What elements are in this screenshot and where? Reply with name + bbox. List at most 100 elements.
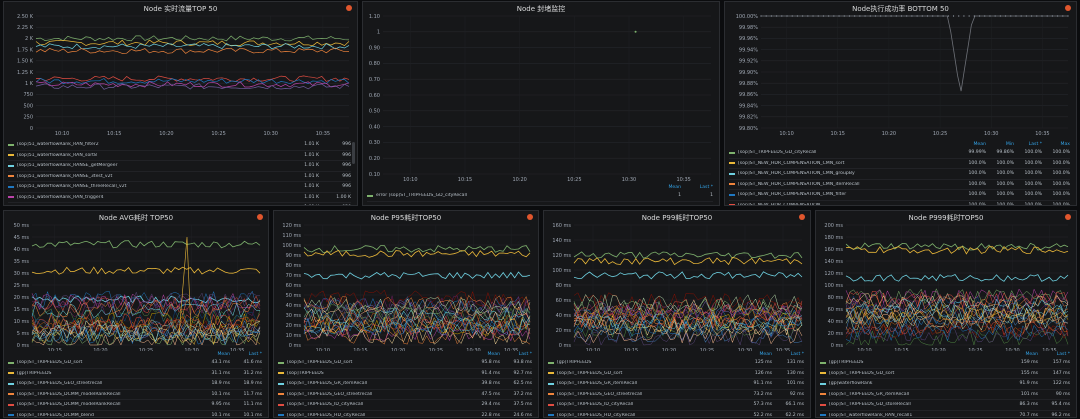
series-line[interactable] bbox=[845, 302, 1069, 321]
series-line[interactable] bbox=[573, 314, 803, 332]
series-line[interactable] bbox=[573, 305, 803, 324]
info-icon[interactable] bbox=[527, 214, 533, 220]
legend-item[interactable]: [gp]TRIPFEEDS 159 ms 157 ms bbox=[820, 358, 1070, 369]
legend-item[interactable]: [sop]51_waterflowRank_RAN_sort8 1.01 K 996 bbox=[8, 151, 351, 161]
panel-realtime-traffic[interactable]: Node 实时流量TOP 50 2.50 K 2.25 K 2 K 1.75 K 1.5… bbox=[3, 1, 358, 206]
series-line[interactable] bbox=[31, 240, 261, 249]
series-line[interactable] bbox=[31, 329, 261, 346]
legend-item[interactable]: [sop]ST_waterflowRank_RAN_recall1 70.7 ms… bbox=[820, 411, 1070, 417]
series-line[interactable] bbox=[573, 257, 803, 266]
series-line[interactable] bbox=[303, 327, 531, 345]
legend-scrollbar[interactable] bbox=[352, 142, 355, 164]
legend-item[interactable]: [sop]ST_NEW_HDR_COMPENSATION_CMN_itemRec… bbox=[729, 180, 1070, 190]
legend-item[interactable]: [sop]ST_TRIPFEEDS_GR_itemRecall 101 ms 90 … bbox=[820, 390, 1070, 400]
legend-item[interactable]: [sop]51_waterflowRank_RAN_filter2 1.01 K 9… bbox=[8, 140, 351, 151]
series-line[interactable] bbox=[845, 307, 1069, 326]
series-line[interactable] bbox=[303, 289, 531, 307]
legend-column-header[interactable]: Last * bbox=[1056, 351, 1070, 357]
info-icon[interactable] bbox=[257, 214, 263, 220]
panel-p95-latency[interactable]: Node P95耗时TOP50 120 ms 110 ms 100 ms 90 ms 8… bbox=[273, 210, 539, 418]
legend-item[interactable]: [sop]ST_NEW_HDR_COMPENSATION 100.0% 100.0%… bbox=[729, 201, 1070, 205]
series-line[interactable] bbox=[845, 320, 1069, 337]
legend-item[interactable]: [sop]ST_TRIPFEEDS_ID_cityRecall 57.3 ms 66… bbox=[548, 400, 804, 411]
series-line[interactable] bbox=[573, 305, 803, 324]
legend-item[interactable]: [sop]ST_TRIPFEEDS_GD_sort 95.8 ms 93.8 ms bbox=[278, 358, 532, 369]
legend-item[interactable]: [sop]ST_TRIPFEEDS_GD_storeRecall 86.3 ms 9… bbox=[820, 400, 1070, 411]
series-line[interactable] bbox=[31, 324, 261, 342]
series-line[interactable] bbox=[573, 271, 803, 280]
series-line[interactable] bbox=[573, 292, 803, 310]
legend-item[interactable]: [sop]ST_TRIPFEEDS_GEO_streetrecall 47.5 m… bbox=[278, 390, 532, 400]
series-line[interactable] bbox=[573, 312, 803, 331]
series-line[interactable] bbox=[573, 318, 803, 336]
series-line[interactable] bbox=[573, 311, 803, 329]
series-line[interactable] bbox=[845, 321, 1069, 339]
line-chart[interactable]: 200 ms 180 ms 160 ms 140 ms 120 ms 100 ms 80 m… bbox=[816, 211, 1077, 351]
series-line[interactable] bbox=[31, 324, 261, 343]
series-line[interactable] bbox=[31, 307, 261, 326]
series-line[interactable] bbox=[761, 15, 1068, 92]
legend-item[interactable]: [sop]ST_TRIPFEEDS_GR_itemRecall 91.1 ms 10… bbox=[548, 379, 804, 390]
legend-item[interactable]: [sop]ST_TRIPFEEDS_GD_sort 155 ms 147 ms bbox=[820, 369, 1070, 379]
legend-column-header[interactable]: Mean bbox=[668, 184, 681, 190]
legend-column-header[interactable]: Last * bbox=[699, 184, 713, 190]
series-line[interactable] bbox=[845, 306, 1069, 324]
series-line[interactable] bbox=[31, 319, 261, 337]
series-line[interactable] bbox=[31, 327, 261, 346]
series-line[interactable] bbox=[303, 318, 531, 336]
legend-item[interactable]: [sop]ST_TRIPFEEDS_HD_cityRecall 22.8 ms 24… bbox=[278, 411, 532, 417]
series-line[interactable] bbox=[303, 245, 531, 253]
legend-item[interactable]: [sop]51_waterflowRank_RAN_trigger4 1.01 K… bbox=[8, 193, 351, 203]
legend-item[interactable]: [sop]ST_NEW_HDR_COMPENSATION_CMN_sort 100… bbox=[729, 159, 1070, 169]
line-chart[interactable]: 50 ms 45 ms 40 ms 35 ms 30 ms 25 ms 20 ms 15 ms… bbox=[4, 211, 269, 351]
series-line[interactable] bbox=[31, 327, 261, 346]
legend-item[interactable]: [sop]ST_TRIPFEEDS_HD_cityRecall 52.2 ms 62… bbox=[548, 411, 804, 417]
legend-item[interactable]: [sop]TRIPFEEDS 91.4 ms 92.7 ms bbox=[278, 369, 532, 379]
series-line[interactable] bbox=[35, 80, 350, 88]
legend-column-header[interactable]: Last * bbox=[790, 351, 804, 357]
legend-column-header[interactable]: Mean bbox=[217, 351, 230, 357]
panel-block-monitor[interactable]: Node 封堵监控 1.10 1 0.90 0.80 0.70 0.60 0.50 0.40 0… bbox=[362, 1, 720, 206]
info-icon[interactable] bbox=[346, 5, 352, 11]
legend-column-header[interactable]: Min bbox=[1005, 141, 1014, 147]
legend-column-header[interactable]: Last * bbox=[248, 351, 262, 357]
series-line[interactable] bbox=[845, 325, 1069, 343]
series-line[interactable] bbox=[35, 77, 350, 85]
series-line[interactable] bbox=[845, 242, 1069, 251]
series-line[interactable] bbox=[303, 310, 531, 327]
legend-item[interactable]: [sop]ST_TRIPFEEDS_GR_itemRecall 39.8 ms 62… bbox=[278, 379, 532, 390]
legend-item[interactable]: [sop]51_waterflowRank_RANSE_threeRecall_… bbox=[8, 182, 351, 193]
series-line[interactable] bbox=[573, 321, 803, 340]
legend-item[interactable]: [sop]ST_TRIPFEEDS_GEO_streetrecall 73.2 m… bbox=[548, 390, 804, 400]
series-line[interactable] bbox=[845, 296, 1069, 315]
legend-column-header[interactable]: Mean bbox=[759, 351, 772, 357]
panel-success-rate[interactable]: Node执行成功率 BOTTOM 50 100.00% 99.98% 99.96% 9… bbox=[724, 1, 1077, 206]
series-line[interactable] bbox=[35, 83, 350, 90]
legend-column-header[interactable]: Max bbox=[1060, 141, 1071, 147]
series-line[interactable] bbox=[845, 274, 1069, 282]
data-point[interactable] bbox=[634, 30, 637, 33]
legend-item[interactable]: [sop]ST_TRIPFEEDS_GD_sort 43.1 ms 41.6 ms bbox=[8, 358, 262, 369]
series-line[interactable] bbox=[31, 300, 261, 318]
line-chart[interactable]: 1.10 1 0.90 0.80 0.70 0.60 0.50 0.40 0.30 0.20 0.1… bbox=[363, 2, 720, 187]
series-line[interactable] bbox=[303, 305, 531, 323]
series-line[interactable] bbox=[303, 307, 531, 324]
series-line[interactable] bbox=[31, 312, 261, 331]
series-line[interactable] bbox=[35, 47, 350, 54]
info-icon[interactable] bbox=[1065, 5, 1071, 11]
series-line[interactable] bbox=[845, 307, 1069, 325]
series-line[interactable] bbox=[573, 326, 803, 345]
legend-item[interactable]: [sop]ST_NEW_HDR_COMPENSATION_CMN_filter 1… bbox=[729, 190, 1070, 201]
legend-item[interactable]: [sop]ST_TRIPFEEDS_GD_sort 126 ms 130 ms bbox=[548, 369, 804, 379]
series-line[interactable] bbox=[845, 329, 1069, 346]
series-line[interactable] bbox=[303, 249, 531, 258]
series-line[interactable] bbox=[303, 294, 531, 313]
legend-item[interactable]: [sop]51_waterflowRank_RANSE_3test_v2t1.0… bbox=[8, 203, 351, 205]
series-line[interactable] bbox=[573, 251, 803, 259]
series-line[interactable] bbox=[303, 271, 531, 280]
legend-column-header[interactable]: Last * bbox=[1028, 141, 1042, 147]
series-line[interactable] bbox=[845, 324, 1069, 342]
line-chart[interactable]: 2.50 K 2.25 K 2 K 1.75 K 1.50 K 1.25 K 1 K 750 5… bbox=[4, 2, 358, 137]
panel-p999-latency[interactable]: Node P999耗时TOP50 200 ms 180 ms 160 ms 140 m… bbox=[815, 210, 1077, 418]
line-chart[interactable]: 100.00% 99.98% 99.96% 99.94% 99.92% 99.90% 99.… bbox=[725, 2, 1077, 137]
